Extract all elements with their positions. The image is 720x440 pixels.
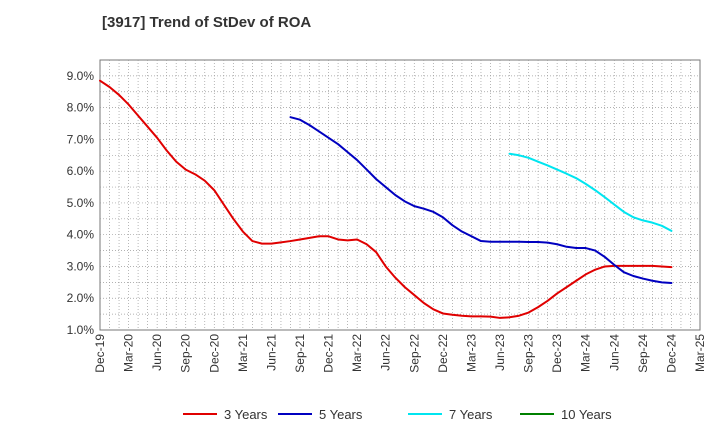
x-tick-label: Jun-22	[379, 334, 393, 371]
grid	[100, 60, 700, 330]
legend: 3 Years 5 Years 7 Years 10 Years	[183, 407, 612, 422]
series-line-5-years	[289, 116, 673, 284]
y-tick-label: 4.0%	[67, 228, 95, 242]
legend-label: 7 Years	[449, 407, 493, 422]
x-tick-label: Mar-21	[236, 334, 250, 372]
x-tick-label: Sep-20	[179, 334, 193, 373]
x-tick-label: Mar-24	[579, 334, 593, 372]
y-axis-ticks: 1.0% 2.0% 3.0% 4.0% 5.0% 6.0% 7.0% 8.0% 9.0%	[67, 69, 95, 337]
x-tick-label: Jun-20	[150, 334, 164, 371]
x-tick-label: Dec-20	[207, 334, 221, 373]
y-tick-label: 8.0%	[67, 101, 95, 115]
y-tick-label: 3.0%	[67, 259, 95, 273]
legend-item-7-years: 7 Years	[408, 407, 493, 422]
y-tick-label: 1.0%	[67, 323, 95, 337]
y-tick-label: 2.0%	[67, 291, 95, 305]
x-tick-label: Sep-24	[636, 334, 650, 373]
legend-label: 5 Years	[319, 407, 363, 422]
series-line-3-years	[99, 79, 673, 319]
y-tick-label: 7.0%	[67, 132, 95, 146]
x-tick-label: Jun-23	[493, 334, 507, 371]
chart-title: [3917] Trend of StDev of ROA	[102, 14, 312, 31]
series-lines	[99, 79, 673, 319]
x-tick-label: Dec-24	[664, 334, 678, 373]
x-tick-label: Sep-23	[522, 334, 536, 373]
x-tick-label: Dec-21	[322, 334, 336, 373]
x-tick-label: Mar-23	[464, 334, 478, 372]
x-axis-ticks: Dec-19 Mar-20 Jun-20 Sep-20 Dec-20 Mar-21 Jun-…	[93, 334, 707, 373]
x-tick-label: Jun-21	[264, 334, 278, 371]
plot-area	[99, 59, 701, 331]
x-tick-label: Sep-22	[407, 334, 421, 373]
x-tick-label: Mar-22	[350, 334, 364, 372]
x-tick-label: Sep-21	[293, 334, 307, 373]
x-tick-label: Mar-20	[122, 334, 136, 372]
legend-label: 3 Years	[224, 407, 268, 422]
x-tick-label: Dec-22	[436, 334, 450, 373]
series-line-7-years	[508, 152, 673, 232]
y-tick-label: 9.0%	[67, 69, 95, 83]
x-tick-label: Jun-24	[607, 334, 621, 371]
y-tick-label: 6.0%	[67, 164, 95, 178]
x-tick-label: Mar-25	[693, 334, 707, 372]
legend-item-10-years: 10 Years	[520, 407, 612, 422]
legend-item-5-years: 5 Years	[278, 407, 363, 422]
legend-item-3-years: 3 Years	[183, 407, 268, 422]
x-tick-label: Dec-23	[550, 334, 564, 373]
y-tick-label: 5.0%	[67, 196, 95, 210]
legend-label: 10 Years	[561, 407, 612, 422]
x-tick-label: Dec-19	[93, 334, 107, 373]
